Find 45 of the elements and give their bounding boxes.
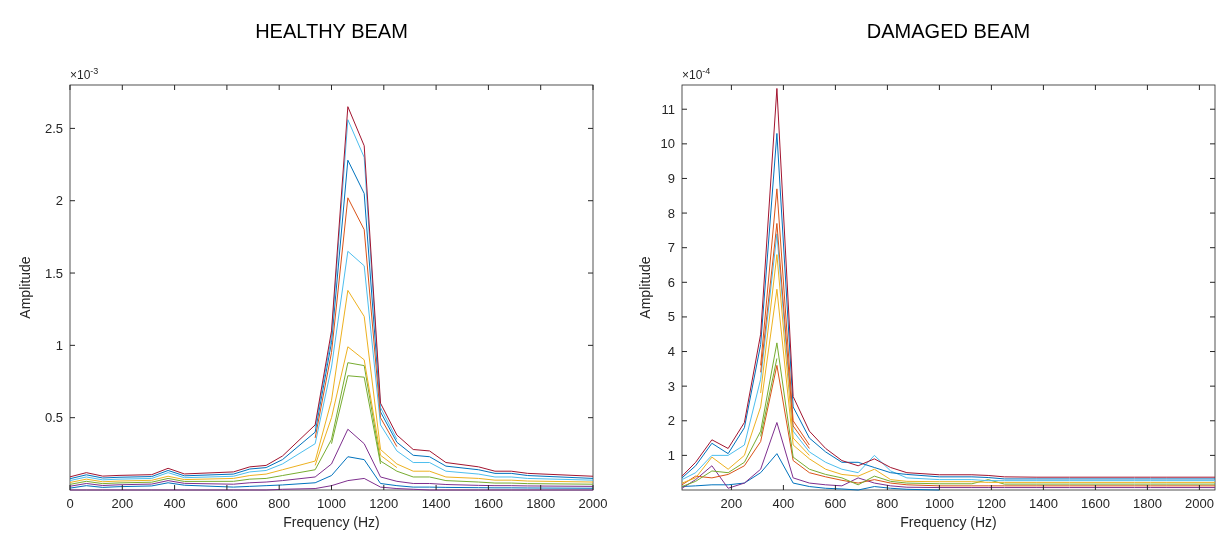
y-tick-label: 1 xyxy=(667,447,675,463)
x-tick-label: 1200 xyxy=(369,496,399,511)
x-axis-title: Frequency (Hz) xyxy=(283,514,380,530)
x-tick-label: 2000 xyxy=(1184,496,1214,511)
text: ×10$^{-3}$ xyxy=(70,66,99,82)
x-tick-label: 1400 xyxy=(421,496,451,511)
x-tick-label: 2000 xyxy=(578,496,608,511)
y-tick-label: 6 xyxy=(667,274,675,290)
x-axis-title: Frequency (Hz) xyxy=(900,514,997,530)
x-tick-label: 800 xyxy=(268,496,291,511)
y-tick-label: 7 xyxy=(667,240,675,256)
x-tick-label: 600 xyxy=(216,496,238,511)
x-tick-label: 800 xyxy=(876,496,899,511)
x-tick-label: 1000 xyxy=(924,496,954,511)
x-tick-label: 400 xyxy=(163,496,186,511)
x-tick-label: 1600 xyxy=(473,496,503,511)
y-tick-label: 0.5 xyxy=(44,410,63,426)
x-tick-label: 1800 xyxy=(1132,496,1162,511)
x-tick-label: 0 xyxy=(66,496,74,511)
y-tick-label: 4 xyxy=(667,344,675,360)
y-tick-label: 9 xyxy=(667,170,675,186)
y-tick-label: 11 xyxy=(661,101,675,117)
text: ×10$^{-4}$ xyxy=(682,66,711,82)
y-tick-label: 1.5 xyxy=(44,265,63,281)
x-tick-label: 1000 xyxy=(317,496,346,511)
y-tick-label: 10 xyxy=(660,136,675,152)
chart-title: DAMAGED BEAM xyxy=(866,20,1031,42)
x-tick-label: 1600 xyxy=(1080,496,1110,511)
y-tick-label: 2.5 xyxy=(44,120,63,136)
y-tick-label: 8 xyxy=(667,205,675,221)
chart-title: HEALTHY BEAM xyxy=(255,20,408,42)
x-tick-label: 200 xyxy=(720,496,743,511)
y-axis-title: Amplitude xyxy=(17,256,33,319)
y-tick-label: 2 xyxy=(55,193,63,209)
y-axis-title: Amplitude xyxy=(637,256,653,319)
y-tick-label: 5 xyxy=(667,309,675,325)
y-tick-label: 3 xyxy=(667,378,675,394)
x-tick-label: 1200 xyxy=(976,496,1006,511)
x-tick-label: 400 xyxy=(772,496,795,511)
x-tick-label: 600 xyxy=(824,496,847,511)
y-tick-label: 1 xyxy=(55,337,63,353)
x-tick-label: 1400 xyxy=(1028,496,1058,511)
x-tick-label: 200 xyxy=(111,496,134,511)
x-tick-label: 1800 xyxy=(526,496,556,511)
y-tick-label: 2 xyxy=(667,413,675,429)
